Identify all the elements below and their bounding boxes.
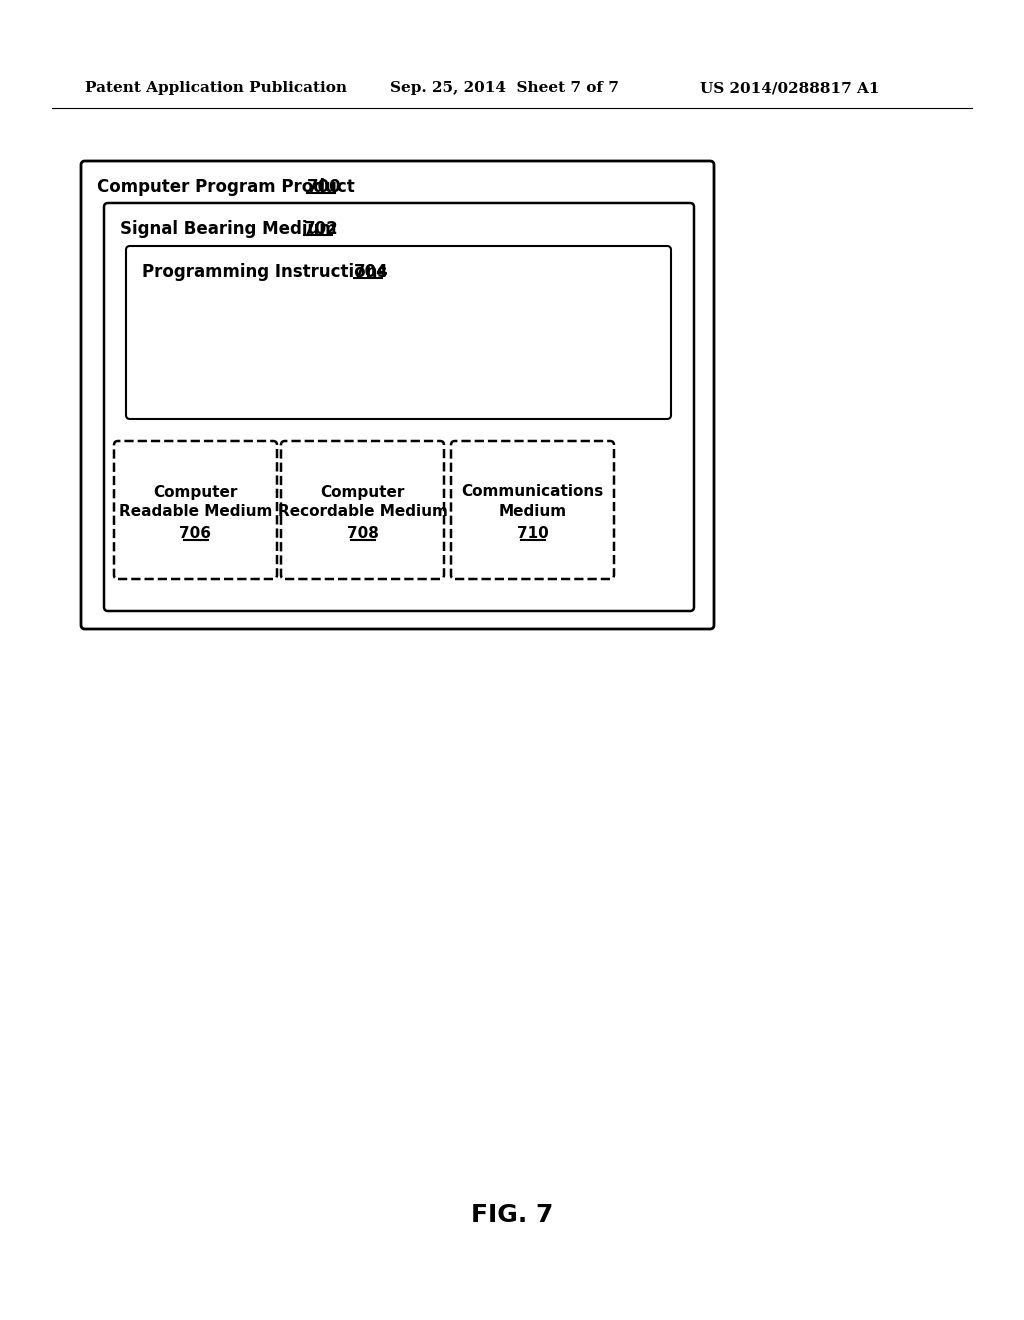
Text: 704: 704	[354, 263, 389, 281]
Text: Computer Program Product: Computer Program Product	[97, 178, 360, 195]
Text: Medium: Medium	[499, 504, 566, 520]
Text: 710: 710	[517, 527, 549, 541]
Text: FIG. 7: FIG. 7	[471, 1203, 553, 1228]
Text: 706: 706	[179, 527, 212, 541]
Text: Computer: Computer	[154, 484, 238, 499]
Text: Signal Bearing Medium: Signal Bearing Medium	[120, 220, 342, 238]
Text: Recordable Medium: Recordable Medium	[278, 504, 447, 520]
Text: Patent Application Publication: Patent Application Publication	[85, 81, 347, 95]
Text: 700: 700	[307, 178, 342, 195]
Text: Readable Medium: Readable Medium	[119, 504, 272, 520]
Text: Computer: Computer	[321, 484, 404, 499]
Text: 708: 708	[346, 527, 379, 541]
Text: Sep. 25, 2014  Sheet 7 of 7: Sep. 25, 2014 Sheet 7 of 7	[390, 81, 618, 95]
Text: Communications: Communications	[462, 484, 603, 499]
Text: US 2014/0288817 A1: US 2014/0288817 A1	[700, 81, 880, 95]
Text: 702: 702	[304, 220, 339, 238]
Text: Programming Instructions: Programming Instructions	[142, 263, 393, 281]
